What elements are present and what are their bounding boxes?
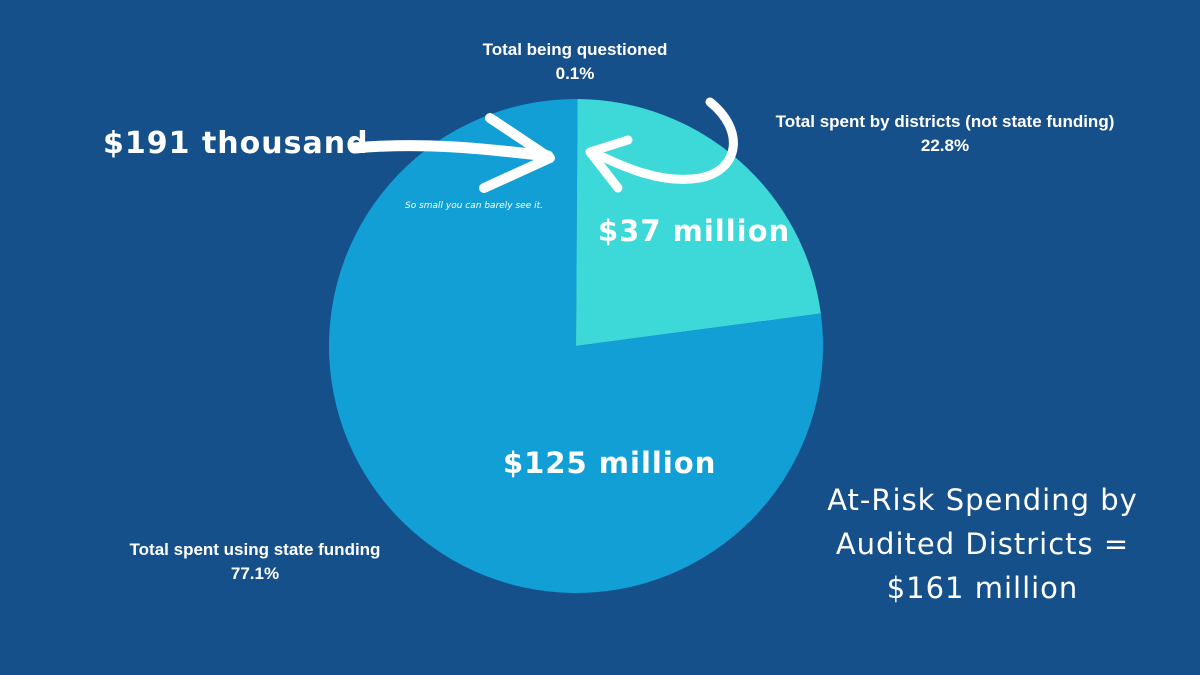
questioned-amount: $191 thousand — [103, 126, 369, 161]
total-line-3: $161 million — [886, 571, 1079, 605]
left-arrow-icon — [349, 113, 555, 193]
pie-slice-districts — [576, 99, 821, 346]
questioned-label: Total being questioned — [482, 40, 668, 59]
tiny-slice-note: So small you can barely see it. — [405, 201, 544, 211]
state-funding-amount: $125 million — [503, 446, 717, 480]
total-line-1: At-Risk Spending by — [827, 483, 1138, 517]
districts-amount: $37 million — [598, 214, 791, 248]
slice-label-districts: Total spent by districts (not state fund… — [745, 110, 1145, 158]
slice-label-questioned: Total being questioned 0.1% — [440, 38, 710, 86]
total-spending-title: At-Risk Spending by Audited Districts = … — [800, 478, 1165, 610]
state-funding-percent: 77.1% — [230, 564, 280, 583]
districts-label: Total spent by districts (not state fund… — [775, 112, 1115, 131]
pie-slice-state_funding — [329, 99, 823, 593]
districts-percent: 22.8% — [920, 136, 970, 155]
pie-slices — [329, 99, 823, 593]
pie-slice-questioned — [576, 99, 578, 346]
questioned-percent: 0.1% — [555, 64, 595, 83]
total-line-2: Audited Districts = — [835, 527, 1130, 561]
state-funding-label: Total spent using state funding — [129, 540, 381, 559]
slice-label-state-funding: Total spent using state funding 77.1% — [95, 538, 415, 586]
right-curved-arrow-icon — [585, 97, 738, 193]
